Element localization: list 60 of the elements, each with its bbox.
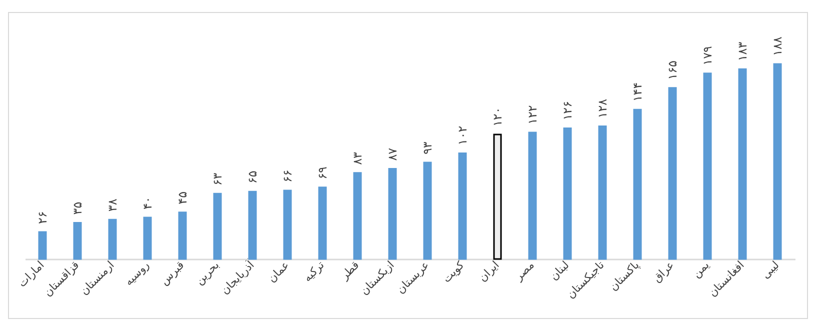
bar — [248, 190, 257, 260]
data-label: ۸۷ — [386, 147, 400, 161]
bar — [353, 172, 362, 260]
x-tick-label: پاکستان — [606, 258, 642, 294]
x-tick-label: ارمنستان — [78, 258, 117, 298]
x-tick-label: مصر — [512, 258, 537, 284]
data-label: ۱۲۶ — [560, 100, 574, 120]
x-tick-label: کویت — [440, 258, 468, 286]
bar — [668, 87, 677, 260]
bar — [493, 134, 502, 260]
x-tick-label: ترکیه — [300, 258, 327, 284]
bar — [773, 63, 782, 260]
bar — [633, 108, 642, 260]
bar — [38, 231, 47, 260]
x-tick-label: ایران — [476, 258, 502, 284]
data-label: ۳۵ — [70, 202, 84, 215]
bar — [458, 152, 467, 260]
bar — [73, 222, 82, 260]
bar — [283, 190, 292, 260]
data-label: ۹۳ — [420, 141, 434, 155]
bar — [388, 168, 397, 260]
x-tick-label: قبرس — [158, 258, 187, 288]
bar — [563, 128, 572, 260]
data-label: ۲۶ — [36, 211, 50, 224]
data-label: ۶۳ — [210, 172, 224, 186]
data-label: ۳۸ — [106, 198, 120, 212]
data-label: ۶۹ — [316, 166, 330, 180]
bar — [738, 68, 747, 260]
bar — [108, 218, 117, 260]
x-tick-label: عربستان — [394, 258, 432, 296]
data-label: ۱۷۹ — [700, 46, 714, 66]
data-label: ۶۶ — [280, 170, 294, 183]
x-tick-label: بحرین — [192, 258, 222, 288]
data-label: ۱۰۲ — [456, 126, 470, 146]
bar — [213, 192, 222, 260]
data-label: ۱۸۸ — [770, 36, 784, 56]
bar — [423, 162, 432, 260]
x-tick-label: لبنان — [547, 258, 572, 283]
x-tick-label: عراق — [650, 258, 677, 285]
bar — [318, 186, 327, 260]
x-tick-label: روسیه — [122, 258, 152, 288]
bar — [598, 125, 607, 260]
data-label: ۱۲۲ — [526, 105, 540, 124]
data-label: ۱۲۸ — [596, 98, 610, 118]
data-label: ۱۶۵ — [666, 60, 680, 80]
data-label: ۱۴۴ — [630, 82, 644, 102]
data-label: ۶۵ — [246, 170, 260, 184]
data-label: ۱۲۰ — [490, 107, 504, 127]
bar — [178, 212, 187, 260]
bar — [528, 132, 537, 260]
bar — [143, 216, 152, 260]
bar — [703, 72, 712, 260]
data-label: ۱۸۳ — [736, 41, 750, 62]
data-label: ۴۰ — [140, 196, 154, 210]
x-tick-label: عمان — [265, 258, 292, 285]
x-tick-label: یمن — [690, 258, 712, 280]
x-tick-label: امارات — [16, 258, 47, 290]
data-label: ۴۵ — [176, 191, 190, 204]
data-label: ۸۳ — [350, 151, 364, 165]
x-tick-label: لیبی — [758, 258, 782, 282]
